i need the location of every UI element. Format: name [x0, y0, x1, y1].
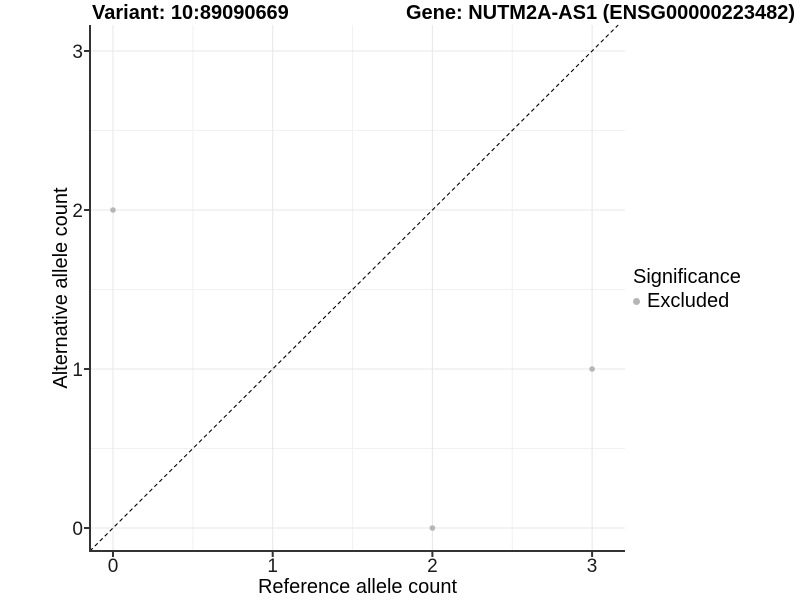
y-tick-label: 3	[72, 42, 83, 63]
legend-point-icon	[633, 297, 640, 305]
data-point	[429, 525, 436, 531]
legend-title: Significance	[633, 266, 741, 288]
legend: Significance Excluded	[633, 266, 741, 312]
x-tick-label: 3	[587, 556, 598, 577]
data-point	[589, 366, 595, 372]
plot-title-gene: Gene: NUTM2A-AS1 (ENSG00000223482)	[405, 2, 795, 24]
y-tick-label: 1	[72, 360, 83, 381]
x-tick-label: 0	[108, 556, 119, 577]
y-tick-label: 2	[72, 201, 83, 222]
data-point	[110, 207, 116, 213]
y-axis-title: Alternative allele count	[50, 187, 72, 389]
x-tick-label: 1	[267, 556, 278, 577]
legend-item-label: Excluded	[647, 290, 730, 312]
x-axis-title: Reference allele count	[257, 576, 457, 598]
legend-item-excluded: Excluded	[633, 290, 741, 312]
plot-title-variant: Variant: 10:89090669	[92, 2, 289, 24]
y-tick-label: 0	[72, 519, 83, 540]
identity-line	[89, 24, 619, 552]
x-tick-label: 2	[427, 556, 438, 577]
